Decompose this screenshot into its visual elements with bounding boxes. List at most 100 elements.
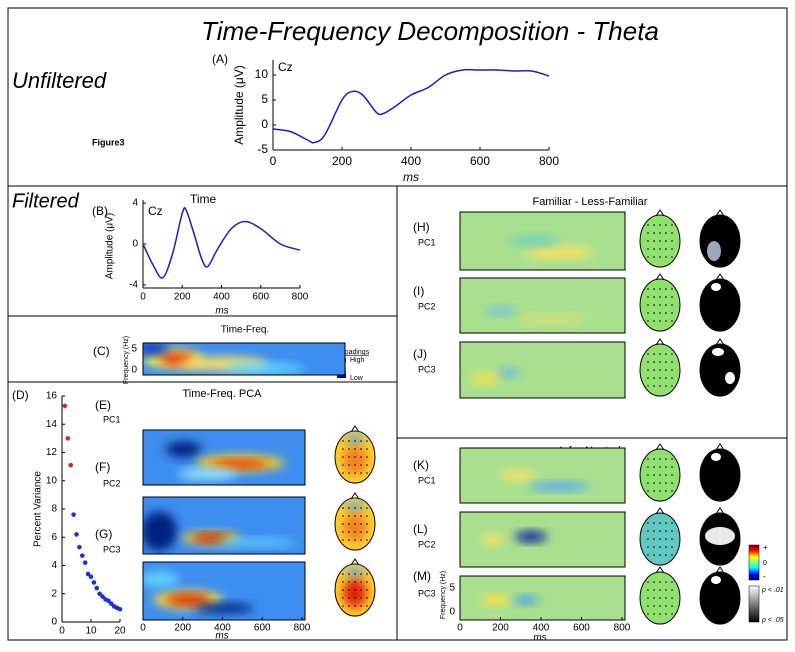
electrode bbox=[354, 589, 356, 591]
electrode bbox=[659, 554, 661, 556]
heatmap-frame bbox=[459, 511, 626, 568]
colorbar-label: p < .05 bbox=[761, 617, 784, 624]
title: Time-Frequency Decomposition - Theta bbox=[201, 16, 659, 46]
heatmap-blob bbox=[143, 511, 178, 552]
electrode bbox=[348, 440, 350, 442]
sig bbox=[711, 576, 721, 584]
y-tick-label: 2 bbox=[51, 588, 57, 599]
point bbox=[100, 594, 105, 599]
nose bbox=[655, 566, 665, 574]
electrode bbox=[665, 353, 667, 355]
electrode bbox=[647, 377, 649, 379]
electrode bbox=[653, 377, 655, 379]
electrode bbox=[659, 466, 661, 468]
heatmap bbox=[460, 212, 625, 270]
electrode bbox=[647, 385, 649, 387]
pc-label: PC3 bbox=[418, 588, 436, 598]
panel-letter: (F) bbox=[95, 460, 110, 474]
x-tick-label: 400 bbox=[213, 292, 230, 303]
panel-letter: (C) bbox=[93, 344, 110, 358]
electrode bbox=[653, 589, 655, 591]
electrode bbox=[647, 320, 649, 322]
electrode bbox=[671, 581, 673, 583]
electrode bbox=[665, 224, 667, 226]
electrode bbox=[659, 605, 661, 607]
y-tick-label: 6 bbox=[51, 532, 57, 543]
electrode bbox=[360, 531, 362, 533]
electrode bbox=[360, 581, 362, 583]
electrode bbox=[659, 312, 661, 314]
heatmap-blob bbox=[499, 368, 520, 377]
electrode bbox=[671, 458, 673, 460]
tick-label: 0 bbox=[449, 607, 455, 618]
electrode bbox=[647, 288, 649, 290]
electrode bbox=[360, 507, 362, 509]
point bbox=[82, 560, 88, 565]
electrode bbox=[659, 490, 661, 492]
electrode bbox=[647, 597, 649, 599]
point bbox=[71, 512, 76, 517]
heatmap-blob bbox=[514, 596, 538, 605]
point bbox=[97, 591, 102, 597]
electrode bbox=[348, 523, 350, 525]
point bbox=[106, 598, 111, 604]
electrode bbox=[342, 581, 344, 583]
electrode bbox=[348, 515, 350, 517]
head bbox=[699, 214, 741, 268]
electrode bbox=[647, 240, 649, 242]
pc-label: PC3 bbox=[103, 544, 121, 554]
electrode bbox=[665, 589, 667, 591]
heatmap-frame bbox=[459, 277, 626, 334]
electrode bbox=[659, 482, 661, 484]
electrode bbox=[342, 539, 344, 541]
electrode bbox=[342, 531, 344, 533]
electrode bbox=[665, 554, 667, 556]
electrode bbox=[671, 482, 673, 484]
heatmap-blob bbox=[486, 307, 517, 315]
electrode bbox=[653, 296, 655, 298]
colorbar bbox=[748, 585, 760, 623]
electrode bbox=[671, 353, 673, 355]
electrode bbox=[354, 448, 356, 450]
electrode bbox=[647, 581, 649, 583]
electrode bbox=[653, 482, 655, 484]
electrode bbox=[653, 597, 655, 599]
electrode bbox=[342, 515, 344, 517]
electrode bbox=[665, 474, 667, 476]
electrode bbox=[653, 605, 655, 607]
heatmap-bg bbox=[460, 278, 625, 333]
electrode bbox=[671, 377, 673, 379]
electrode bbox=[659, 353, 661, 355]
electrode bbox=[653, 458, 655, 460]
colorbar-label: p < .01 bbox=[761, 587, 784, 594]
electrode bbox=[653, 546, 655, 548]
colorbar-label: + bbox=[763, 543, 768, 552]
electrode bbox=[665, 296, 667, 298]
heatmap-blob bbox=[469, 373, 500, 384]
heatmap-frame bbox=[459, 447, 626, 504]
electrode bbox=[671, 589, 673, 591]
nose bbox=[715, 566, 725, 574]
x-tick-label: 200 bbox=[492, 623, 509, 634]
panel-letter: (L) bbox=[413, 522, 428, 536]
electrode bbox=[665, 232, 667, 234]
electrode bbox=[647, 554, 649, 556]
electrode bbox=[665, 466, 667, 468]
electrode bbox=[665, 613, 667, 615]
electrode bbox=[659, 248, 661, 250]
sig bbox=[712, 348, 724, 356]
section-label: Filtered bbox=[12, 190, 80, 212]
electrode bbox=[671, 554, 673, 556]
electrode bbox=[647, 296, 649, 298]
electrode bbox=[360, 605, 362, 607]
electrode bbox=[342, 589, 344, 591]
electrode bbox=[665, 312, 667, 314]
scalp-map bbox=[639, 273, 681, 332]
electrode bbox=[348, 605, 350, 607]
heatmap-blob bbox=[143, 571, 180, 588]
x-tick-label: 0 bbox=[59, 626, 65, 637]
electrode bbox=[659, 377, 661, 379]
colorbar-label: - bbox=[763, 572, 766, 581]
panel-letter: (M) bbox=[413, 569, 431, 583]
